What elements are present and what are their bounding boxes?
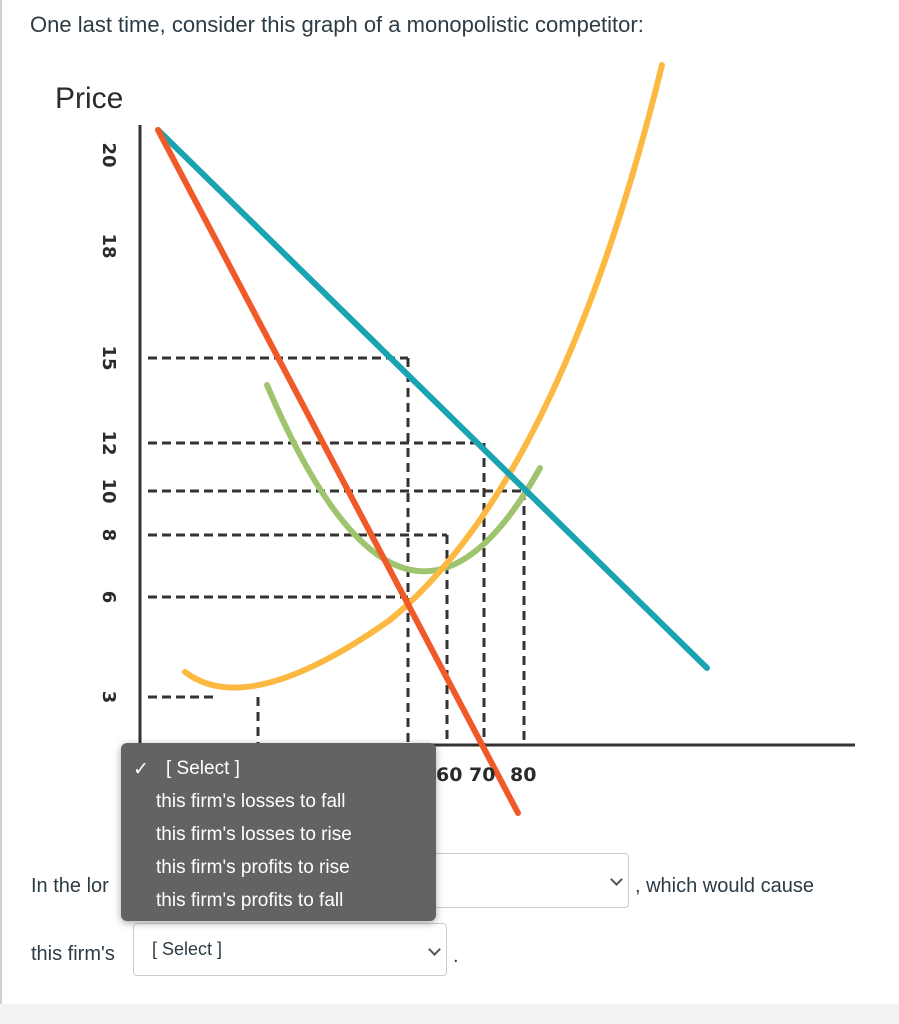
vertical-guide-lines [256,358,526,745]
horizontal-guide-lines [148,356,524,699]
dropdown-option-select[interactable]: [ Select ] [166,758,240,779]
y-tick-6: 6 [98,591,119,604]
demand-curve [155,127,710,671]
dropdown-option-losses-fall[interactable]: this firm's losses to fall [156,791,346,812]
y-tick-labels: 20 18 15 12 10 8 6 3 [98,142,119,703]
sentence-period: . [453,945,459,967]
y-axis-label: Price [55,82,123,115]
y-tick-10: 10 [98,478,119,503]
select-dropdown-2[interactable]: [ Select ] [133,923,447,976]
dropdown-option-profits-fall[interactable]: this firm's profits to fall [156,890,344,911]
dropdown-option-profits-rise[interactable]: this firm's profits to rise [156,857,350,878]
bottom-bar [0,1004,899,1024]
monopolistic-competitor-graph: Price 20 18 15 12 10 8 6 3 60 70 80 [55,62,855,816]
x-tick-60-70: 60 70 [436,764,496,786]
select-dropdown-1[interactable] [430,853,629,908]
question-text: One last time, consider this graph of a … [30,12,644,37]
chevron-down-icon [610,873,623,886]
y-tick-20: 20 [98,142,119,167]
sentence-part-1: In the lor [31,875,109,897]
checkmark-icon: ✓ [133,759,149,780]
y-tick-12: 12 [98,430,119,455]
sentence-part-2: , which would cause [635,875,814,897]
sentence-part-3: this firm's [31,943,115,965]
y-tick-18: 18 [98,233,119,258]
y-tick-15: 15 [98,345,119,370]
marginal-cost-curve [182,62,665,691]
marginal-revenue-curve [155,127,521,816]
left-border [0,0,2,1024]
x-tick-80: 80 [510,764,536,786]
select-dropdown-2-value: [ Select ] [152,939,223,959]
y-tick-8: 8 [98,529,119,542]
y-tick-3: 3 [98,691,119,704]
dropdown-menu[interactable]: ✓ [ Select ] this firm's losses to fall … [121,743,436,921]
chevron-down-icon [428,943,441,956]
average-total-cost-curve [264,382,543,575]
dropdown-option-losses-rise[interactable]: this firm's losses to rise [156,824,352,845]
